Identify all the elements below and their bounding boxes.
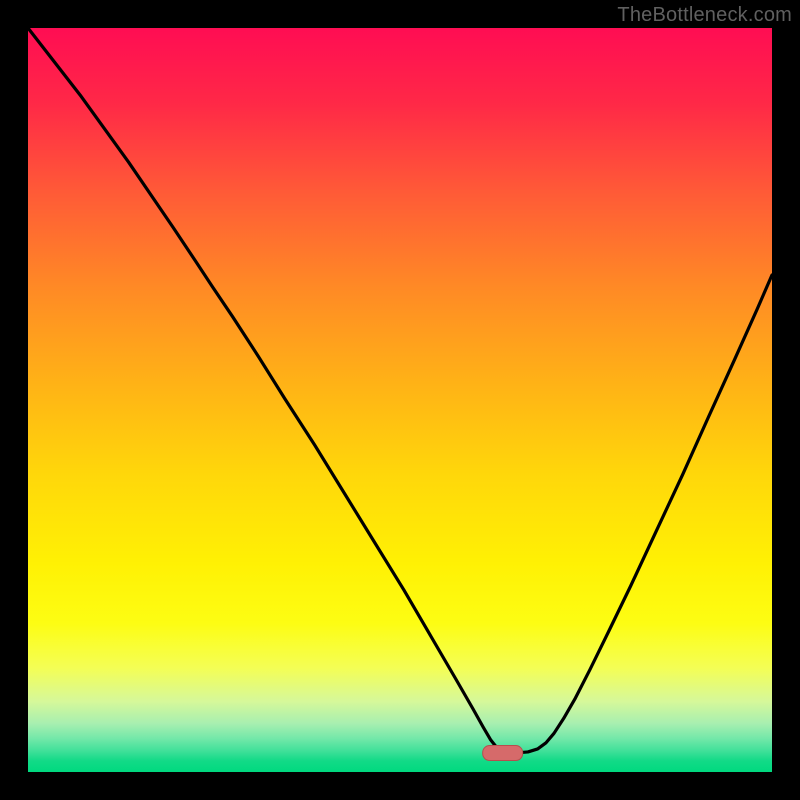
chart-background bbox=[28, 28, 772, 772]
bottleneck-chart bbox=[0, 0, 800, 800]
watermark-text: TheBottleneck.com bbox=[617, 4, 792, 27]
highlight-marker bbox=[483, 746, 523, 761]
